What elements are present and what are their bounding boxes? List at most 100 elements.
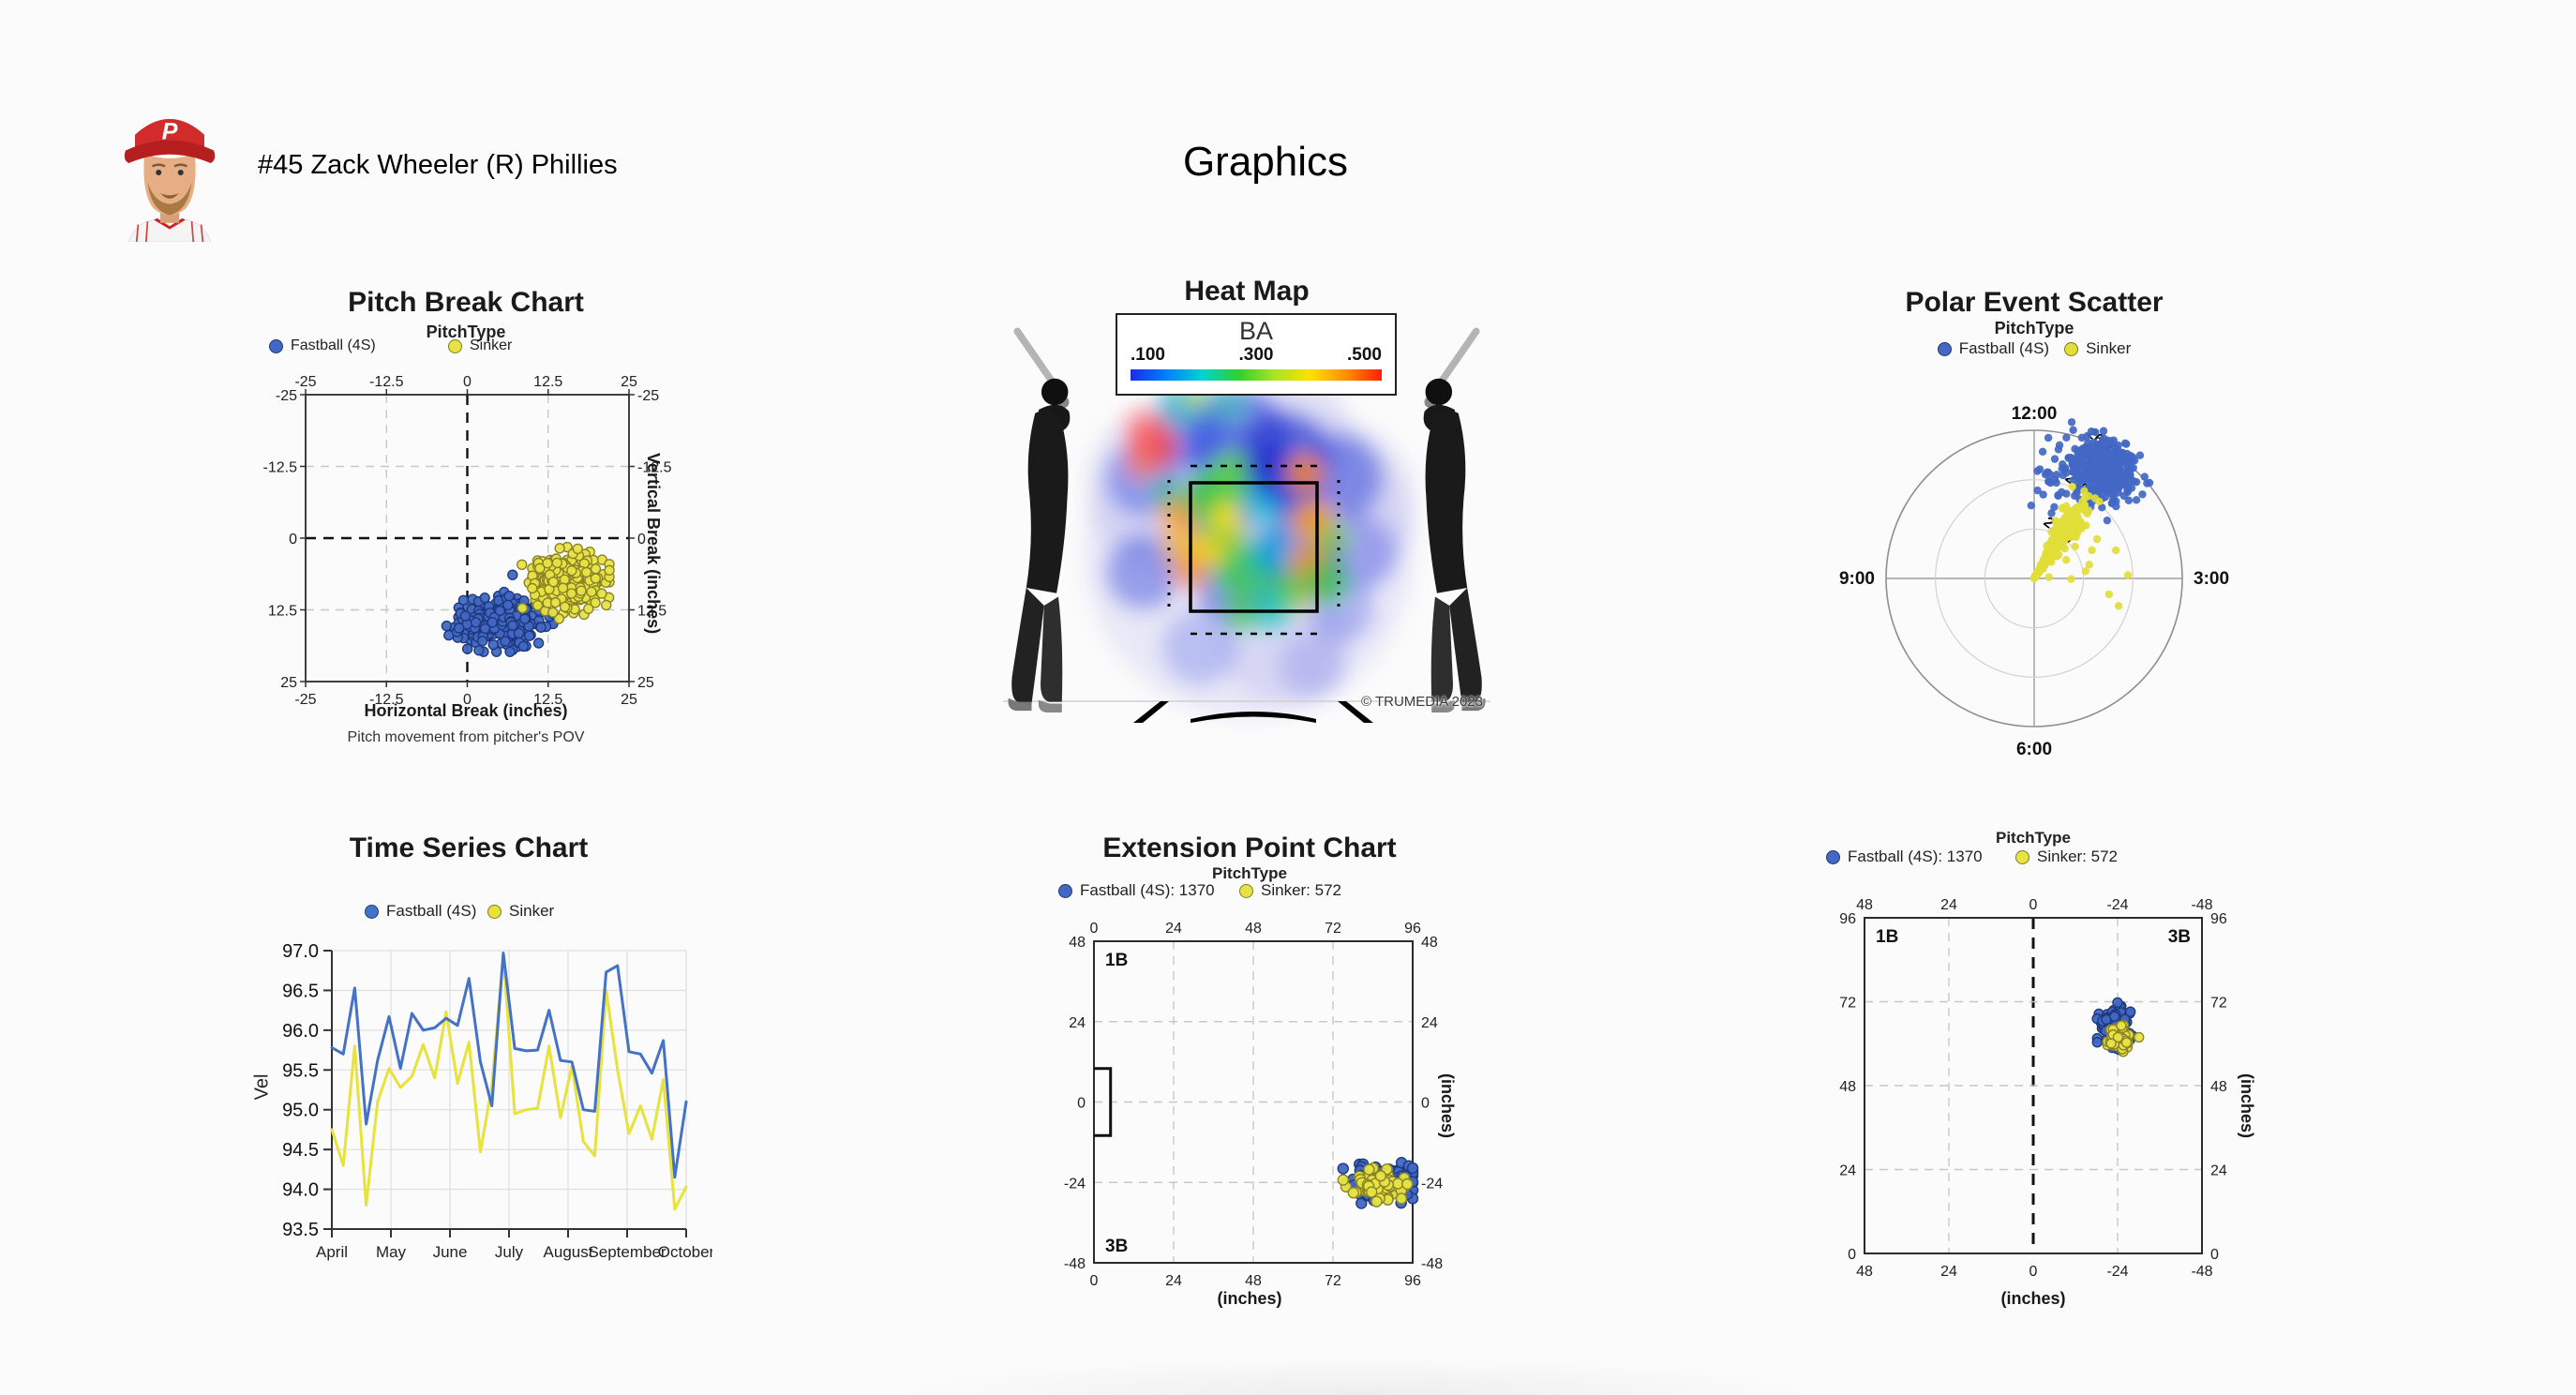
svg-text:24: 24 <box>1839 1163 1856 1179</box>
sinker-legend-dot <box>1239 883 1253 898</box>
svg-text:25: 25 <box>621 692 637 708</box>
pitch-break-footnote: Pitch movement from pitcher's POV <box>347 729 585 745</box>
svg-text:48: 48 <box>1245 1273 1262 1289</box>
svg-text:October: October <box>658 1243 712 1261</box>
pitch-break-ylabel: Vertical Break (inches) <box>644 453 663 635</box>
svg-text:-24: -24 <box>2106 1264 2128 1280</box>
svg-text:96: 96 <box>1839 911 1856 927</box>
heat-map-metric: BA <box>1238 317 1274 345</box>
release-legend-title: PitchType <box>1996 829 2071 847</box>
svg-text:48: 48 <box>1245 921 1262 937</box>
svg-text:-25: -25 <box>294 374 316 390</box>
svg-text:0: 0 <box>1090 1273 1099 1289</box>
svg-text:12.5: 12.5 <box>533 374 562 390</box>
svg-text:-48: -48 <box>1421 1256 1443 1272</box>
legend-item-sinker[interactable]: Sinker: 572 <box>1239 881 1341 900</box>
svg-text:96.0: 96.0 <box>282 1021 319 1042</box>
scale-label-mid: .300 <box>1238 345 1274 365</box>
svg-text:48: 48 <box>2210 1079 2227 1095</box>
svg-text:25: 25 <box>280 675 297 691</box>
svg-text:April: April <box>316 1243 348 1261</box>
svg-text:95.0: 95.0 <box>282 1101 319 1121</box>
player-name: #45 Zack Wheeler (R) Phillies <box>258 150 618 180</box>
polar-plot: 22002400260012:006:003:009:00 <box>1839 404 2229 759</box>
svg-text:June: June <box>433 1243 468 1261</box>
svg-text:9:00: 9:00 <box>1839 569 1875 589</box>
extension-point-chart: Extension Point Chart PitchType Fastball… <box>1043 825 1457 1317</box>
sinker-legend-label: Sinker: 572 <box>2037 848 2118 865</box>
svg-text:72: 72 <box>1839 996 1856 1012</box>
polar-event-scatter-chart: Polar Event Scatter PitchType Fastball (… <box>1828 281 2240 778</box>
extension-ylabel: (inches) <box>1438 1073 1457 1139</box>
svg-text:-24: -24 <box>1064 1176 1086 1192</box>
svg-text:24: 24 <box>1165 1273 1182 1289</box>
svg-text:6:00: 6:00 <box>2016 740 2052 759</box>
svg-text:96: 96 <box>2210 911 2227 927</box>
polar-legend-title: PitchType <box>1994 319 2074 338</box>
polar-legend: Fastball (4S) Sinker <box>1828 339 2240 358</box>
legend-item-fastball[interactable]: Fastball (4S) <box>1937 339 2050 358</box>
legend-item-sinker[interactable]: Sinker <box>2064 339 2131 358</box>
svg-text:August: August <box>544 1243 593 1261</box>
sinker-legend-label: Sinker: 572 <box>1261 881 1341 899</box>
time-series-ylabel: Vel <box>251 1073 273 1101</box>
fastball-legend-dot <box>1058 883 1072 898</box>
svg-text:24: 24 <box>2210 1163 2227 1179</box>
pitch-break-xlabel: Horizontal Break (inches) <box>364 701 568 720</box>
svg-text:0: 0 <box>1077 1096 1086 1112</box>
legend-item-fastball[interactable]: Fastball (4S) <box>269 338 376 354</box>
extension-legend-title: PitchType <box>1212 864 1287 882</box>
svg-text:24: 24 <box>1165 921 1182 937</box>
fastball-legend-label: Fastball (4S) <box>386 902 477 920</box>
svg-text:94.5: 94.5 <box>282 1140 319 1161</box>
heat-map-legend-box: BA .100 .300 .500 <box>1116 313 1397 396</box>
legend-item-fastball[interactable]: Fastball (4S): 1370 <box>1826 848 1983 866</box>
sinker-legend-dot <box>2064 341 2079 356</box>
svg-text:0: 0 <box>1848 1247 1856 1263</box>
svg-text:0: 0 <box>289 532 297 548</box>
svg-text:12.5: 12.5 <box>533 692 562 708</box>
svg-text:1B: 1B <box>1876 927 1898 947</box>
fastball-legend-label: Fastball (4S) <box>1958 339 2050 357</box>
svg-text:12:00: 12:00 <box>2012 404 2058 424</box>
legend-item-sinker[interactable]: Sinker <box>487 902 554 921</box>
polar-title: Polar Event Scatter <box>1905 287 2164 318</box>
svg-text:48: 48 <box>1421 935 1438 951</box>
svg-text:0: 0 <box>2210 1247 2219 1263</box>
legend-item-sinker[interactable]: Sinker: 572 <box>2015 848 2118 866</box>
time-series-title: Time Series Chart <box>349 832 589 863</box>
release-ylabel: (inches) <box>2238 1073 2256 1139</box>
legend-item-sinker[interactable]: Sinker <box>448 338 512 354</box>
svg-text:25: 25 <box>621 374 637 390</box>
svg-text:96: 96 <box>1404 921 1421 937</box>
svg-text:48: 48 <box>1856 897 1873 913</box>
sinker-legend-label: Sinker <box>509 902 555 920</box>
svg-text:94.0: 94.0 <box>282 1180 319 1201</box>
fastball-legend-label: Fastball (4S): 1370 <box>1848 848 1983 865</box>
release-xlabel: (inches) <box>2000 1289 2066 1308</box>
svg-text:-12.5: -12.5 <box>637 460 672 476</box>
legend-item-fastball[interactable]: Fastball (4S) <box>365 902 476 921</box>
sinker-legend-label: Sinker <box>2086 339 2132 357</box>
legend-item-fastball[interactable]: Fastball (4S): 1370 <box>1058 881 1215 900</box>
fastball-legend-label: Fastball (4S) <box>291 338 376 353</box>
fastball-legend-dot <box>1826 849 1840 864</box>
svg-text:-48: -48 <box>2191 1264 2212 1280</box>
heat-map-canvas <box>1003 327 1490 723</box>
release-point-chart: PitchType Fastball (4S): 1370 Sinker: 57… <box>1809 825 2257 1317</box>
pitch-break-title: Pitch Break Chart <box>348 287 584 318</box>
svg-text:0: 0 <box>463 692 472 708</box>
svg-text:P: P <box>162 119 178 145</box>
pitch-break-legend-title: PitchType <box>426 322 506 341</box>
svg-text:72: 72 <box>1325 921 1341 937</box>
svg-text:24: 24 <box>1940 1264 1957 1280</box>
svg-text:12.5: 12.5 <box>637 604 666 620</box>
svg-text:95.5: 95.5 <box>282 1060 319 1081</box>
fastball-legend-dot <box>365 904 379 919</box>
svg-text:24: 24 <box>1069 1015 1086 1031</box>
svg-text:-12.5: -12.5 <box>369 692 404 708</box>
sinker-legend-dot <box>487 904 502 919</box>
